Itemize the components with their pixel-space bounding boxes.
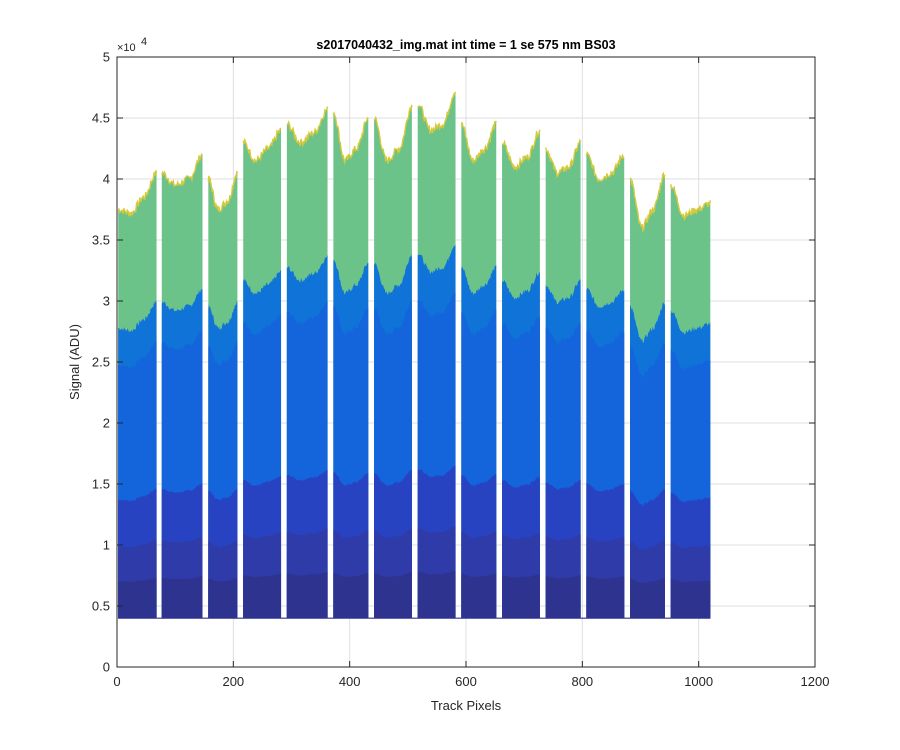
- signal-top-edge-7: [417, 91, 457, 134]
- x-tick-label: 1200: [801, 674, 830, 689]
- signal-top-edge-2: [207, 171, 239, 213]
- y-tick-label: 0.5: [92, 599, 110, 614]
- signal-band-1-5: [161, 576, 203, 619]
- signal-band-4-5: [286, 572, 328, 619]
- signal-top-edge-3: [242, 127, 282, 164]
- y-exponent-power: 4: [141, 36, 147, 48]
- signal-band-11-5: [586, 576, 625, 619]
- signal-band-12-5: [630, 578, 665, 619]
- signal-top-edge-1: [161, 153, 203, 188]
- y-axis-label: Signal (ADU): [67, 324, 82, 400]
- signal-top-edge-12: [629, 171, 666, 234]
- x-tick-label: 200: [222, 674, 244, 689]
- signal-band-2-5: [208, 577, 238, 619]
- signal-top-edge-8: [460, 120, 497, 164]
- signal-top-edge-13: [670, 184, 711, 222]
- chart-title: s2017040432_img.mat int time = 1 se 575 …: [316, 38, 615, 52]
- y-tick-label: 1: [103, 538, 110, 553]
- y-exponent-label: ×10: [117, 42, 136, 54]
- signal-top-edge-5: [332, 111, 369, 166]
- signal-band-7-5: [417, 570, 456, 619]
- signal-band-10-5: [545, 575, 581, 619]
- x-axis-label: Track Pixels: [431, 698, 502, 713]
- y-tick-label: 3: [103, 294, 110, 309]
- signal-band-13-5: [670, 579, 711, 619]
- axis-ticks: 0 200 400 600 800 1000 1200 0 0.5 1 1.5 2 2.5 3 3.5 4 4.…: [92, 50, 830, 690]
- signal-band-5-5: [333, 572, 369, 619]
- signal-top-edge-4: [286, 106, 329, 148]
- signal-band-3-5: [243, 574, 282, 619]
- x-tick-label: 0: [113, 674, 120, 689]
- signal-band-9-5: [502, 574, 540, 619]
- y-tick-label: 3.5: [92, 233, 110, 248]
- signal-top-edge-0: [117, 170, 158, 218]
- y-tick-label: 5: [103, 50, 110, 65]
- y-tick-label: 1.5: [92, 477, 110, 492]
- signal-band-0-5: [118, 577, 157, 619]
- y-tick-label: 2: [103, 416, 110, 431]
- signal-band-6-5: [374, 572, 412, 619]
- signal-top-edge-9: [501, 129, 541, 172]
- x-tick-label: 800: [571, 674, 593, 689]
- signal-band-8-5: [461, 573, 497, 619]
- y-tick-label: 0: [103, 660, 110, 675]
- x-tick-label: 600: [455, 674, 477, 689]
- signal-top-edge-11: [585, 150, 625, 183]
- signal-top-edge-6: [373, 104, 413, 164]
- signal-top-edge-10: [545, 138, 582, 179]
- x-tick-label: 400: [339, 674, 361, 689]
- x-tick-label: 1000: [684, 674, 713, 689]
- y-tick-label: 4.5: [92, 111, 110, 126]
- data-series: [117, 91, 711, 619]
- y-tick-label: 4: [103, 172, 110, 187]
- y-tick-label: 2.5: [92, 355, 110, 370]
